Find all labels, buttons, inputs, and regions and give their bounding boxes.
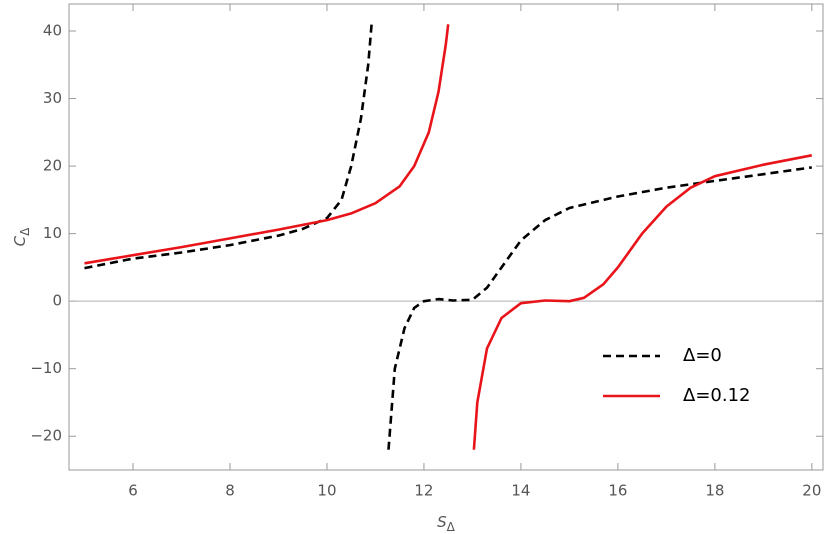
y-tick-label: 30 (43, 89, 62, 107)
x-tick-label: 16 (608, 482, 627, 500)
x-tick-label: 18 (705, 482, 724, 500)
y-tick-label: 10 (43, 224, 62, 242)
y-tick-label: −10 (30, 359, 62, 377)
x-axis-label-main: S (437, 513, 447, 531)
series-line (84, 24, 813, 450)
y-tick-label: 20 (43, 157, 62, 175)
legend-label: Δ=0.12 (683, 385, 750, 406)
y-tick-label: 40 (43, 22, 62, 40)
y-axis-label-sub: Δ (18, 227, 32, 236)
x-axis-label: SΔ (437, 513, 456, 534)
y-axis-label: CΔ (11, 227, 32, 246)
y-tick-label: −20 (30, 427, 62, 445)
x-tick-label: 6 (128, 482, 138, 500)
x-tick-label: 20 (802, 482, 821, 500)
x-tick-label: 14 (511, 482, 530, 500)
x-tick-label: 12 (414, 482, 433, 500)
y-tick-label: 0 (52, 292, 62, 310)
x-tick-label: 8 (225, 482, 235, 500)
y-axis-label-main: C (11, 235, 29, 246)
x-axis-label-sub: Δ (447, 520, 456, 534)
plot-frame (68, 3, 824, 471)
x-tick-label: 10 (317, 482, 336, 500)
legend-label: Δ=0 (683, 345, 722, 366)
